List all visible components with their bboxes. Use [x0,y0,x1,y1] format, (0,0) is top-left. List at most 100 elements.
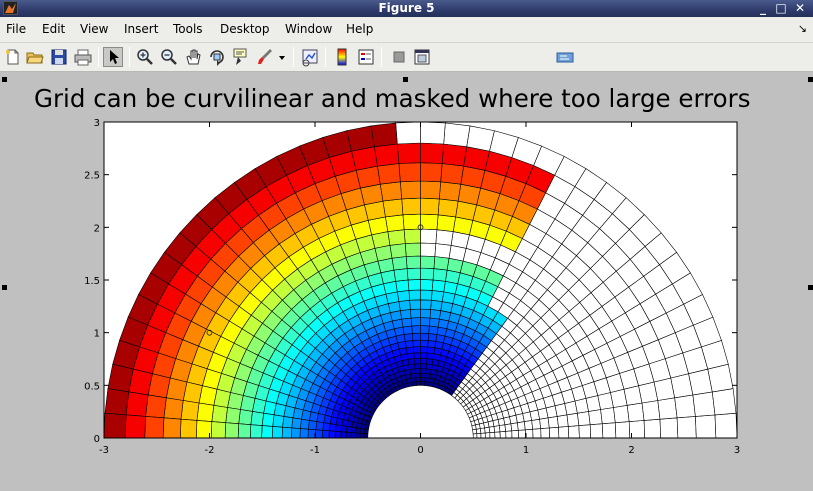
grid-cell [307,420,318,431]
save-icon[interactable] [49,47,69,67]
menu-tools[interactable]: Tools [173,22,203,36]
grid-cell [420,332,430,341]
grid-cell [272,414,285,428]
selection-handle[interactable] [2,285,7,290]
menu-insert[interactable]: Insert [124,22,159,36]
grid-cell [523,420,534,431]
matlab-app-icon[interactable] [3,1,18,15]
grid-cell [415,372,421,379]
grid-cell [411,325,421,334]
y-tick-label: 3 [94,118,100,129]
grid-cell [420,299,432,310]
grid-cell [420,339,429,348]
grid-cell [398,162,421,183]
insert-colorbar-icon[interactable] [332,47,352,67]
grid-cell [420,325,430,334]
minimize-icon[interactable]: _ [760,1,766,15]
grid-cell [334,430,342,439]
grid-cell [613,404,630,424]
grid-cell [659,417,679,439]
edit-plot-arrow-icon[interactable] [103,47,123,67]
grid-cell [517,429,526,439]
grid-cell [179,418,198,439]
grid-cell [589,423,604,439]
grid-cell [438,181,462,202]
grid-cell [405,346,415,355]
grid-cell [420,162,443,183]
grid-cell [420,377,426,383]
x-tick-label: -1 [310,445,320,456]
pan-hand-icon[interactable] [183,47,203,67]
grid-cell [211,404,228,424]
grid-cell [420,381,426,386]
menu-help[interactable]: Help [346,22,374,36]
grid-cell [489,431,496,439]
grid-cell [420,352,428,359]
selection-handle[interactable] [808,77,813,82]
grid-cell [440,163,464,185]
new-figure-icon[interactable] [3,47,23,67]
dropdown-arrow-icon[interactable] [277,47,289,67]
grid-cell [420,358,428,365]
grid-cell [432,268,448,282]
grid-cell [420,317,431,327]
grid-cell [389,243,407,259]
grid-cell [315,429,324,439]
menu-bar: File Edit View Insert Tools Desktop Wind… [0,17,813,43]
grid-cell [401,317,413,328]
selection-handle[interactable] [403,77,408,82]
plot-title[interactable]: Grid can be curvilinear and masked where… [34,84,751,113]
show-plot-tools-icon[interactable] [412,47,432,67]
close-icon[interactable]: ✕ [794,1,806,15]
grid-cell [414,368,421,374]
selection-handle[interactable] [808,285,813,290]
hide-plot-tools-icon[interactable] [389,47,409,67]
grid-cell [427,340,437,349]
grid-cell [391,256,408,271]
grid-cell [315,421,324,431]
grid-cell [373,143,400,167]
x-tick-label: 2 [628,445,634,456]
grid-cell [641,400,661,421]
zoom-out-icon[interactable] [159,47,179,67]
zoom-in-icon[interactable] [135,47,155,67]
grid-cell [517,421,526,431]
grid-cell [407,279,421,291]
menu-desktop[interactable]: Desktop [220,22,270,36]
open-file-icon[interactable] [25,47,45,67]
grid-cell [601,422,617,439]
y-tick-label: 0 [94,434,100,445]
maximize-icon[interactable]: □ [775,1,787,15]
link-plot-icon[interactable] [300,47,320,67]
grid-cell [695,414,717,439]
y-tick-label: 1 [94,329,100,340]
grid-cell [410,317,421,327]
grid-cell [420,346,429,354]
grid-cell [403,228,421,244]
grid-cell [290,427,301,439]
grid-cell [328,430,336,439]
grid-cell [291,417,302,429]
data-cursor-icon[interactable] [231,47,251,67]
grid-cell [548,426,560,439]
insert-legend-icon[interactable] [356,47,376,67]
dock-icon[interactable] [555,47,575,67]
grid-cell [403,333,414,342]
selection-handle[interactable] [2,77,7,82]
grid-cell [657,397,678,420]
dock-arrow-icon[interactable]: ↘ [797,22,807,35]
brush-icon[interactable] [255,47,275,67]
grid-cell [420,289,433,301]
grid-cell [510,422,519,432]
menu-edit[interactable]: Edit [42,22,66,36]
menu-window[interactable]: Window [285,22,333,36]
rotate-3d-icon[interactable] [207,47,227,67]
menu-file[interactable]: File [6,22,27,36]
grid-cell [271,426,283,439]
print-icon[interactable] [73,47,93,67]
grid-cell [420,308,431,319]
grid-cell [393,268,409,282]
grid-cell [413,352,421,359]
menu-view[interactable]: View [80,22,109,36]
